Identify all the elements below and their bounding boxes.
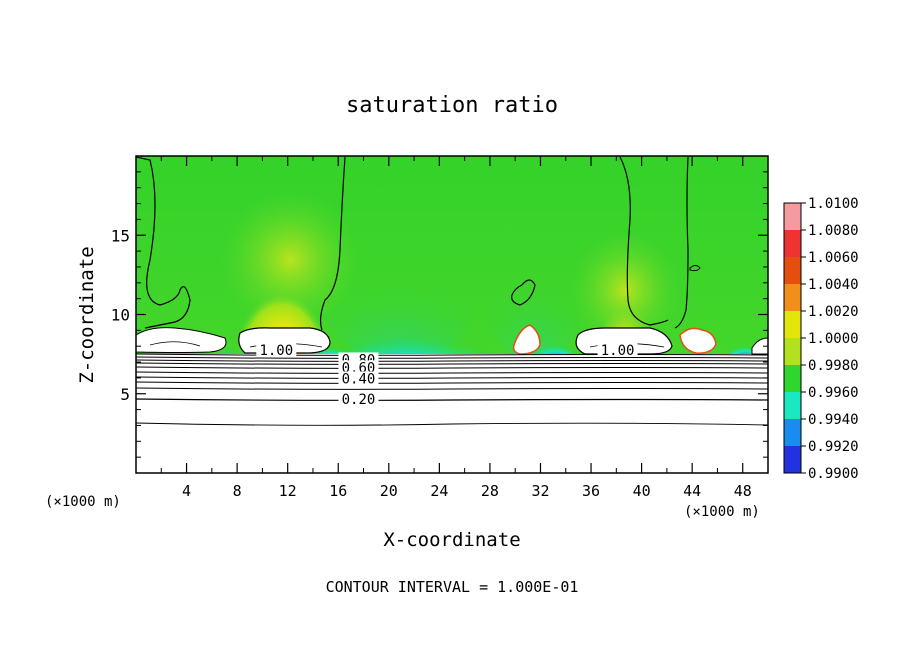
x-tick-label: 32	[531, 482, 549, 500]
colorbar-swatch	[784, 311, 801, 338]
colorbar-swatch	[784, 284, 801, 311]
colorbar-swatch	[784, 419, 801, 446]
heatmap-field	[136, 156, 768, 473]
contour-label: 0.40	[342, 371, 376, 387]
colorbar-swatch	[784, 230, 801, 257]
colorbar-swatch	[784, 365, 801, 392]
contour-interval-note: CONTOUR INTERVAL = 1.000E-01	[326, 578, 579, 596]
colorbar-label: 1.0100	[808, 196, 859, 212]
colorbar-swatch	[784, 392, 801, 419]
x-tick-label: 28	[481, 482, 499, 500]
x-tick-label: 36	[582, 482, 600, 500]
colorbar-label: 0.9960	[808, 385, 859, 401]
x-tick-label: 16	[329, 482, 347, 500]
x-unit-label-right: (×1000 m)	[684, 504, 760, 520]
colorbar-swatch	[784, 338, 801, 365]
lower-layer	[136, 354, 768, 473]
y-tick-label: 5	[120, 385, 130, 404]
x-tick-label: 4	[182, 482, 191, 500]
chart-title: saturation ratio	[346, 93, 558, 118]
x-tick-label: 24	[430, 482, 448, 500]
colorbar-label: 0.9940	[808, 412, 859, 428]
cool-haze	[320, 240, 480, 360]
y-axis-label: Z-coordinate	[76, 246, 98, 383]
colorbar-swatch	[784, 257, 801, 284]
colorbar-label: 1.0000	[808, 331, 859, 347]
x-tick-label: 12	[279, 482, 297, 500]
colorbar-label: 1.0080	[808, 223, 859, 239]
contour-label: 1.00	[601, 343, 635, 359]
x-tick-label: 44	[683, 482, 701, 500]
contour-label: 1.00	[259, 343, 293, 359]
colorbar-label: 1.0020	[808, 304, 859, 320]
colorbar-swatch	[784, 203, 801, 230]
x-tick-label: 8	[233, 482, 242, 500]
y-tick-label: 10	[111, 306, 130, 325]
colorbar-label: 1.0040	[808, 277, 859, 293]
x-tick-label: 48	[734, 482, 752, 500]
contour-label: 0.20	[342, 392, 376, 408]
x-tick-label: 40	[633, 482, 651, 500]
colorbar: 1.0100 1.0080 1.0060 1.0040 1.0020 1.0000 0.99…	[784, 196, 859, 482]
colorbar-label: 0.9900	[808, 466, 859, 482]
x-axis-label: X-coordinate	[383, 529, 520, 551]
colorbar-label: 1.0060	[808, 250, 859, 266]
colorbar-label: 0.9980	[808, 358, 859, 374]
y-tick-label: 15	[111, 226, 130, 245]
colorbar-label: 0.9920	[808, 439, 859, 455]
colorbar-swatch	[784, 446, 801, 473]
x-unit-label-left: (×1000 m)	[45, 494, 121, 510]
x-tick-label: 20	[380, 482, 398, 500]
